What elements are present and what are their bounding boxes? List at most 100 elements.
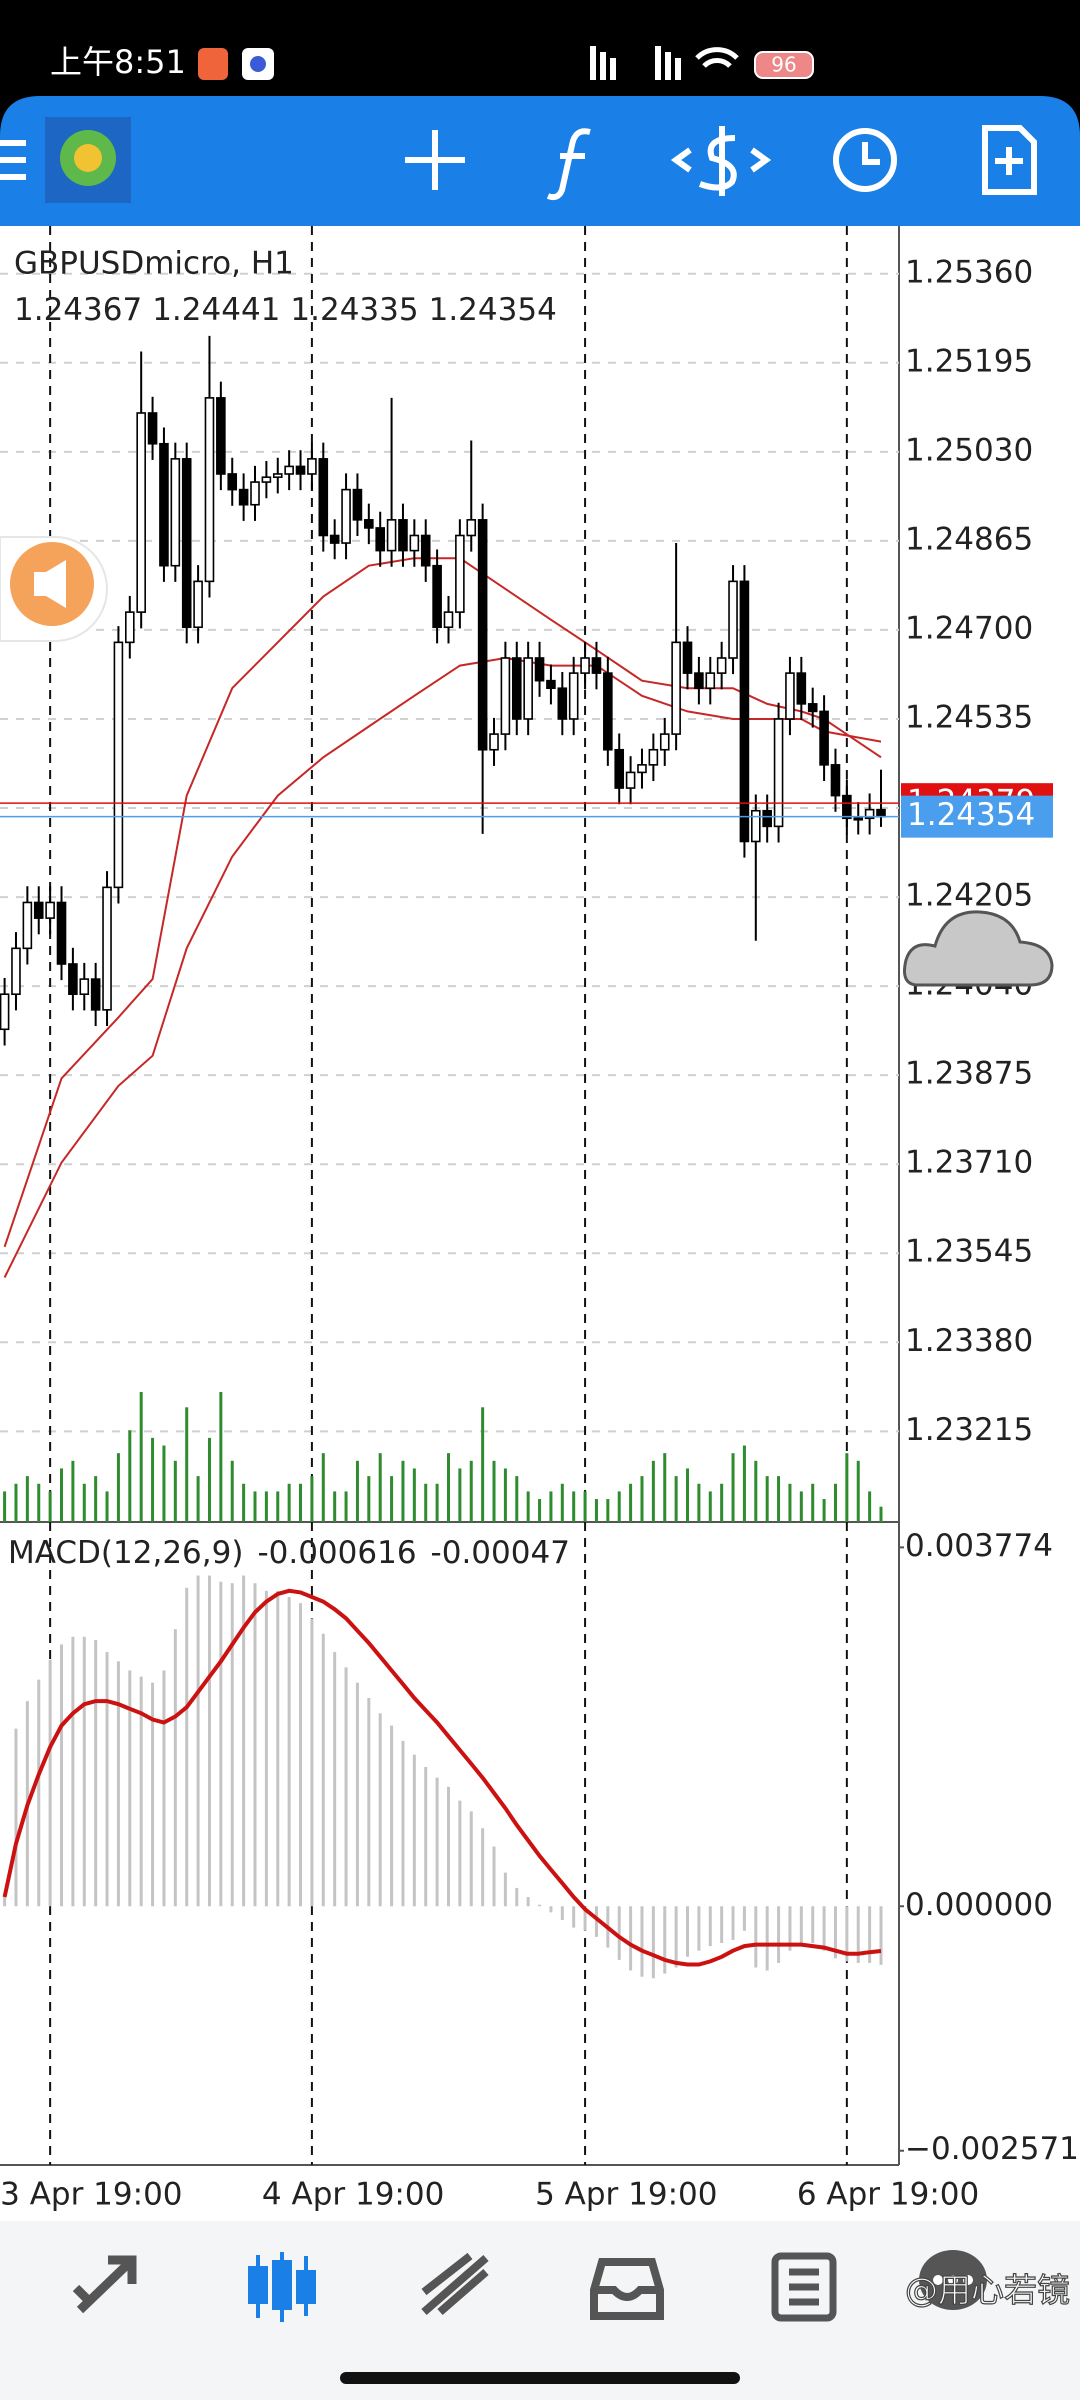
- volume-bar: [105, 1491, 109, 1522]
- menu-button-part[interactable]: [0, 174, 26, 180]
- nav-news-part[interactable]: [771, 2252, 837, 2322]
- history-button[interactable]: [833, 128, 897, 192]
- nav-chat[interactable]: [919, 2250, 987, 2310]
- nav-history[interactable]: [590, 2258, 664, 2320]
- ohlc-close: 1.24354: [429, 292, 557, 328]
- history-button-part[interactable]: [862, 142, 880, 165]
- nav-trade[interactable]: [421, 2252, 489, 2316]
- volume-bar: [378, 1453, 382, 1522]
- new-order-button-part[interactable]: [982, 125, 1037, 195]
- notice-button[interactable]: [0, 536, 108, 642]
- volume-bar: [742, 1445, 746, 1522]
- volume-bar: [879, 1506, 883, 1522]
- volume-bar: [446, 1453, 450, 1522]
- macd-bar: [230, 1583, 234, 1907]
- volume-bar: [481, 1407, 485, 1522]
- macd-bar: [446, 1786, 450, 1907]
- macd-title: MACD(12,26,9): [8, 1535, 243, 1571]
- notice-button-part[interactable]: [34, 560, 66, 608]
- candle-body: [603, 672, 613, 751]
- trade-button[interactable]: [670, 126, 772, 196]
- volume-bar: [754, 1460, 758, 1522]
- candle-body: [785, 672, 795, 720]
- macd-bar: [879, 1906, 883, 1965]
- status-icons-part: [695, 47, 739, 68]
- y-tick-label: −0.002571: [905, 2131, 1079, 2167]
- menu-button-part[interactable]: [0, 140, 26, 146]
- weather-widget[interactable]: [903, 910, 1054, 987]
- y-tick-label: 1.25195: [905, 343, 1033, 379]
- candle-body: [45, 901, 55, 919]
- volume-bar: [264, 1491, 268, 1522]
- macd-bar: [629, 1906, 633, 1971]
- volume-bar: [720, 1483, 724, 1522]
- nav-news-part[interactable]: [789, 2268, 819, 2306]
- candle-body: [591, 657, 602, 674]
- nav-chart-part[interactable]: [296, 2270, 316, 2304]
- nav-chart-part[interactable]: [248, 2266, 268, 2304]
- candle-body: [830, 764, 841, 797]
- macd-bar: [503, 1872, 507, 1907]
- macd-bar: [538, 1904, 542, 1907]
- volume-bar: [401, 1460, 405, 1522]
- volume-bar: [128, 1430, 132, 1522]
- candle-body: [659, 733, 670, 751]
- y-tick-label: 1.24700: [905, 610, 1033, 646]
- macd-bar: [492, 1846, 496, 1907]
- nav-history-part[interactable]: [590, 2258, 664, 2320]
- new-order-button-part[interactable]: [995, 147, 1023, 175]
- volume-bar: [139, 1392, 143, 1522]
- candle-body: [546, 679, 556, 690]
- y-tick-label: 1.23545: [905, 1234, 1033, 1270]
- y-tick-label: 1.23710: [905, 1145, 1033, 1181]
- macd-legend: MACD(12,26,9) -0.000616 -0.00047: [8, 1535, 570, 1571]
- status-icons-part: [655, 46, 661, 80]
- nav-quotes-part[interactable]: [72, 2255, 137, 2314]
- candle-body: [318, 458, 329, 537]
- app-logo[interactable]: [45, 117, 131, 203]
- moving-average: [3, 656, 882, 1278]
- nav-chat-part[interactable]: [963, 2275, 973, 2285]
- trade-button-part[interactable]: [670, 147, 772, 173]
- ohlc-line: 1.24367 1.24441 1.24335 1.24354: [14, 292, 557, 328]
- app-logo-part[interactable]: [74, 144, 102, 172]
- crosshair-button[interactable]: [405, 130, 465, 190]
- candle-body: [568, 672, 579, 720]
- new-order-button[interactable]: [982, 125, 1037, 195]
- volume-bar: [60, 1468, 64, 1522]
- history-button-part[interactable]: [833, 128, 897, 192]
- menu-button-part[interactable]: [0, 157, 26, 163]
- macd-bar: [583, 1906, 587, 1931]
- nav-chart[interactable]: [248, 2252, 316, 2322]
- weather-widget-part[interactable]: [903, 910, 1054, 987]
- nav-quotes[interactable]: [72, 2255, 137, 2314]
- nav-chart-part[interactable]: [272, 2260, 292, 2310]
- indicators-button[interactable]: [546, 128, 591, 201]
- volume-bar: [629, 1483, 633, 1522]
- ohlc-open: 1.24367: [14, 292, 142, 328]
- volume-bar: [799, 1491, 803, 1522]
- macd-bar: [253, 1583, 257, 1907]
- plot: 1.25360 1.25195 1.25030 1.24865 1.24700 1.245…: [0, 226, 1079, 2213]
- nav-chat-part[interactable]: [933, 2275, 943, 2285]
- nav-chat-part[interactable]: [948, 2275, 958, 2285]
- menu-button[interactable]: [0, 140, 26, 180]
- nav-trade-part[interactable]: [421, 2252, 489, 2316]
- candle-body: [853, 817, 864, 821]
- candle-body: [284, 465, 294, 475]
- nav-news[interactable]: [771, 2252, 837, 2322]
- status-icons-part: [675, 58, 681, 80]
- candle-body: [466, 519, 477, 537]
- watermark: @用心若镜: [905, 2271, 1070, 2310]
- macd-bar: [549, 1906, 553, 1913]
- y-tick-label: 1.23215: [905, 1412, 1033, 1448]
- macd-bar: [594, 1906, 598, 1937]
- macd-bar: [390, 1725, 394, 1907]
- macd-bar: [276, 1590, 280, 1907]
- volume-bar: [640, 1476, 644, 1522]
- candle-body: [102, 886, 112, 1011]
- volume-bar: [686, 1468, 690, 1522]
- volume-bar: [788, 1483, 792, 1522]
- macd-bar: [424, 1766, 428, 1907]
- volume-bar: [583, 1491, 587, 1522]
